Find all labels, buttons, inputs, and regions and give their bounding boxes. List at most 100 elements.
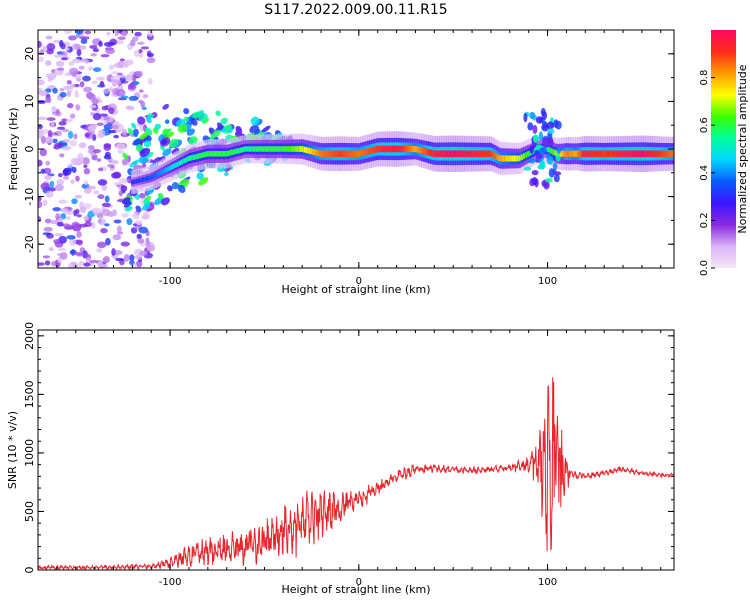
spectrogram-cell: [68, 262, 73, 268]
spectrogram-cell: [61, 128, 70, 133]
spectrogram-cell: [89, 104, 97, 109]
spectrogram-cell: [550, 148, 554, 154]
spectrogram-cell: [348, 150, 352, 157]
spectrogram-cell: [61, 118, 68, 122]
spectrogram-cell: [314, 149, 318, 156]
spectrogram-cell: [176, 161, 180, 167]
spectrogram-cell: [44, 260, 51, 266]
spectrogram-cell: [74, 90, 79, 98]
spectrogram-cell: [71, 58, 81, 64]
spectrogram-cell: [391, 145, 395, 153]
spectrogram-cell: [91, 221, 96, 229]
spectrogram-cell: [459, 150, 463, 158]
spectrogram-cell: [116, 74, 127, 78]
spectrogram-cell: [127, 128, 134, 135]
spectrogram-cell: [53, 39, 60, 44]
snr-x-tick-label: -100: [159, 577, 182, 588]
spectrogram-cell: [439, 150, 443, 158]
spectrogram-cell: [126, 106, 135, 111]
spectrogram-cell: [411, 145, 416, 153]
spectrogram-cell: [103, 41, 114, 47]
spectrogram-cell: [122, 152, 129, 160]
spectrogram-cell: [303, 146, 307, 153]
spectrogram-cell: [205, 151, 210, 157]
spectrogram-cell: [649, 150, 653, 158]
spectrogram-cell: [113, 134, 119, 139]
spectrogram-cell: [513, 155, 518, 162]
snr-y-label: SNR (10 * v/v): [6, 411, 19, 489]
spectrogram-cell: [88, 66, 93, 71]
spectrogram-cell: [645, 150, 649, 158]
spectrogram-cell: [117, 36, 126, 40]
spectrogram-cell: [261, 125, 271, 133]
spectrogram-cell: [120, 95, 129, 99]
spectrogram-cell: [84, 221, 93, 228]
colorbar-gradient: [711, 30, 736, 268]
spectrogram-cell: [545, 146, 549, 152]
spectrogram-cell: [495, 153, 499, 160]
spectrogram-cell: [154, 123, 161, 130]
spectrogram-cell: [103, 144, 112, 151]
spectrogram-cell: [233, 149, 237, 155]
spectrogram-cell: [192, 111, 201, 119]
spectrogram-cell: [113, 62, 123, 68]
spectrogram-cell: [92, 112, 102, 121]
spectrogram-cell: [260, 146, 264, 152]
snr-y-tick-label: 2000: [23, 322, 36, 350]
spectrogram-cell: [82, 75, 91, 82]
spectrogram-cell: [445, 150, 450, 158]
spectrogram-cell: [332, 150, 336, 157]
spectrogram-cell: [212, 151, 216, 157]
spectrogram-cell: [69, 113, 76, 119]
spectrogram-cell: [192, 154, 196, 161]
spectrogram-cell: [323, 150, 327, 157]
spectrogram-cell: [129, 159, 140, 168]
spectrogram-cell: [337, 150, 341, 158]
spectrogram-cell: [405, 145, 409, 153]
spectrogram-cell: [350, 150, 355, 157]
spectrogram-cell: [51, 106, 57, 114]
spectrogram-cell: [66, 80, 72, 85]
spectrogram-cell: [633, 150, 638, 158]
spectrogram-x-tick-label: -100: [159, 276, 182, 287]
spectrogram-cell: [68, 35, 77, 41]
spectrogram-cell: [448, 150, 452, 158]
spectrogram-cell: [45, 97, 52, 104]
spectrogram-cell: [58, 199, 68, 204]
spectrogram-cell: [509, 155, 513, 162]
spectrogram-cell: [59, 88, 65, 92]
spectrogram-cell: [104, 195, 110, 203]
spectrogram-cell: [325, 150, 330, 157]
spectrogram-cell: [375, 145, 379, 153]
spectrogram-cell: [119, 58, 125, 62]
spectrogram-cell: [64, 47, 70, 51]
spectrogram-cell: [38, 56, 44, 63]
spectrogram-cell: [532, 134, 538, 143]
spectrogram-cell: [455, 150, 459, 158]
spectrogram-cell: [357, 150, 361, 157]
spectrogram-cell: [54, 232, 64, 237]
spectrogram-cell: [484, 150, 488, 158]
spectrogram-cell: [196, 153, 201, 159]
spectrogram-cell: [60, 43, 66, 50]
spectrogram-cell: [409, 145, 413, 153]
spectrogram-cell: [121, 212, 129, 218]
spectrogram-cell: [83, 188, 92, 194]
spectrogram-cell: [346, 150, 350, 157]
spectrogram-cell: [140, 46, 150, 50]
spectrogram-cell: [546, 121, 555, 130]
spectrogram-cell: [366, 148, 370, 155]
spectrogram-cell: [244, 146, 248, 152]
spectrogram-marks: [38, 30, 674, 268]
spectrogram-cell: [135, 178, 139, 184]
spectrogram-y-label: Frequency (Hz): [7, 108, 20, 191]
spectrogram-cell: [262, 146, 266, 152]
spectrogram-cell: [473, 150, 477, 158]
spectrogram-cell: [55, 60, 65, 67]
spectrogram-cell: [248, 146, 253, 152]
spectrogram-cell: [183, 158, 187, 164]
spectrogram-cell: [194, 154, 198, 160]
snr-series-line: [38, 377, 674, 570]
spectrogram-cell: [115, 143, 126, 150]
